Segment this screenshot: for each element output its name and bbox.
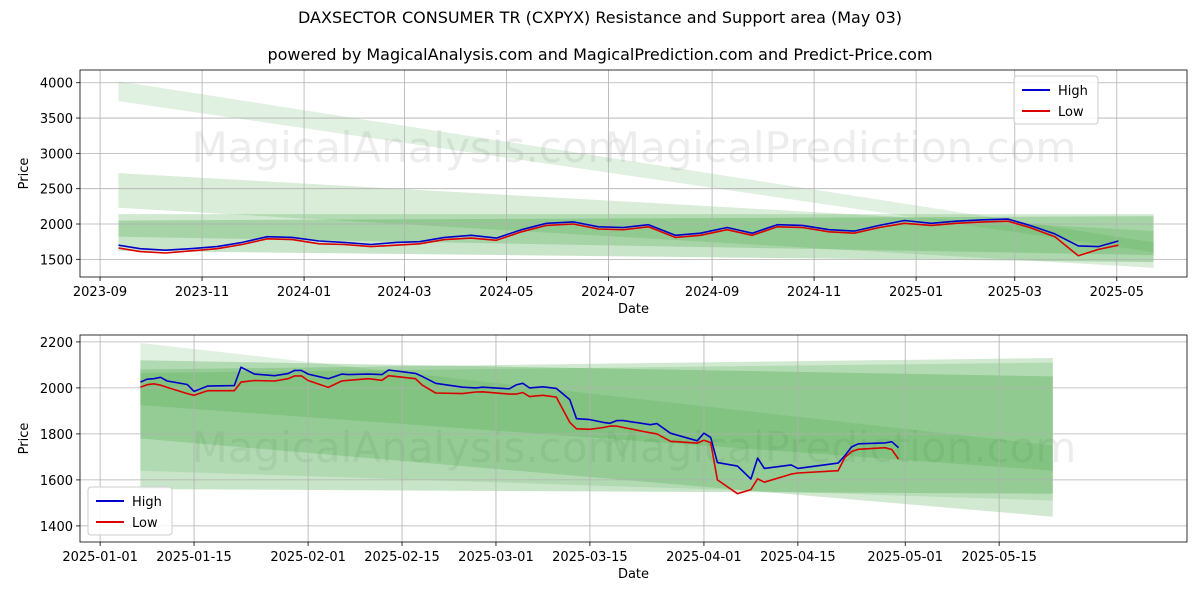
x-tick-label: 2025-01-15 xyxy=(156,550,232,565)
x-tick-label: 2025-01-01 xyxy=(62,550,138,565)
x-tick-label: 2025-04-01 xyxy=(666,550,742,565)
support-resistance-band xyxy=(140,360,1053,494)
y-tick-label: 1800 xyxy=(40,428,73,443)
chart-title: DAXSECTOR CONSUMER TR (CXPYX) Resistance… xyxy=(298,8,902,27)
legend-label-high: High xyxy=(132,495,162,510)
x-tick-label: 2025-03 xyxy=(988,285,1042,300)
watermark-text: MagicalAnalysis.com xyxy=(192,123,629,172)
x-tick-label: 2025-04-15 xyxy=(760,550,836,565)
y-tick-label: 1400 xyxy=(40,520,73,535)
y-tick-label: 2000 xyxy=(40,218,73,233)
legend: High Low xyxy=(87,486,173,536)
series-line-high xyxy=(118,218,1119,251)
series-line-low xyxy=(140,374,900,495)
band-group xyxy=(140,343,1053,517)
x-tick-label: 2024-11 xyxy=(787,285,841,300)
series-group xyxy=(140,366,900,495)
series-line-high xyxy=(140,366,900,480)
legend-label-low: Low xyxy=(1058,105,1084,120)
plot-frame xyxy=(79,334,1188,543)
chart-panel-1: MagicalAnalysis.comMagicalPrediction.com… xyxy=(17,69,1188,317)
x-tick-label: 2025-01 xyxy=(889,285,943,300)
y-tick-label: 3500 xyxy=(40,112,73,127)
x-axis-label: Date xyxy=(618,302,649,317)
series-group xyxy=(118,218,1119,257)
x-tick-label: 2024-03 xyxy=(377,285,431,300)
watermark-text: MagicalAnalysis.com xyxy=(192,423,629,472)
y-tick-label: 2200 xyxy=(40,336,73,351)
support-resistance-band xyxy=(140,343,1053,501)
y-tick-label: 1600 xyxy=(40,474,73,489)
chart-panel-2: MagicalAnalysis.comMagicalPrediction.com… xyxy=(17,334,1188,582)
legend: High Low xyxy=(1013,75,1099,125)
band-group xyxy=(118,81,1154,268)
y-axis-label: Price xyxy=(17,423,32,455)
x-tick-label: 2023-09 xyxy=(73,285,127,300)
y-tick-label: 1500 xyxy=(40,253,73,268)
chart-subtitle: powered by MagicalAnalysis.com and Magic… xyxy=(267,45,933,64)
x-tick-label: 2023-11 xyxy=(175,285,229,300)
y-tick-label: 2000 xyxy=(40,382,73,397)
x-tick-label: 2025-05 xyxy=(1090,285,1144,300)
watermark-text: MagicalPrediction.com xyxy=(604,123,1077,172)
x-tick-label: 2025-03-01 xyxy=(458,550,534,565)
y-tick-label: 3000 xyxy=(40,147,73,162)
support-resistance-band xyxy=(118,216,1154,263)
x-tick-label: 2025-02-01 xyxy=(270,550,346,565)
x-tick-label: 2024-09 xyxy=(685,285,739,300)
x-axis-label: Date xyxy=(618,567,649,582)
x-tick-label: 2025-02-15 xyxy=(364,550,440,565)
legend-label-high: High xyxy=(1058,84,1088,99)
legend-label-low: Low xyxy=(132,516,158,531)
plot-frame xyxy=(79,69,1188,278)
support-resistance-band xyxy=(118,173,1154,268)
x-tick-label: 2025-05-15 xyxy=(961,550,1037,565)
x-tick-label: 2025-05-01 xyxy=(867,550,943,565)
y-axis-label: Price xyxy=(17,158,32,190)
support-resistance-band xyxy=(118,81,1154,253)
x-tick-label: 2024-07 xyxy=(581,285,635,300)
x-tick-label: 2024-01 xyxy=(277,285,331,300)
x-tick-label: 2025-03-15 xyxy=(552,550,628,565)
watermark-text: MagicalPrediction.com xyxy=(604,423,1077,472)
y-tick-label: 4000 xyxy=(40,77,73,92)
x-tick-label: 2024-05 xyxy=(479,285,533,300)
support-resistance-band xyxy=(140,362,1053,471)
support-resistance-band xyxy=(140,358,1053,517)
series-line-low xyxy=(118,220,1119,257)
y-tick-label: 2500 xyxy=(40,183,73,198)
